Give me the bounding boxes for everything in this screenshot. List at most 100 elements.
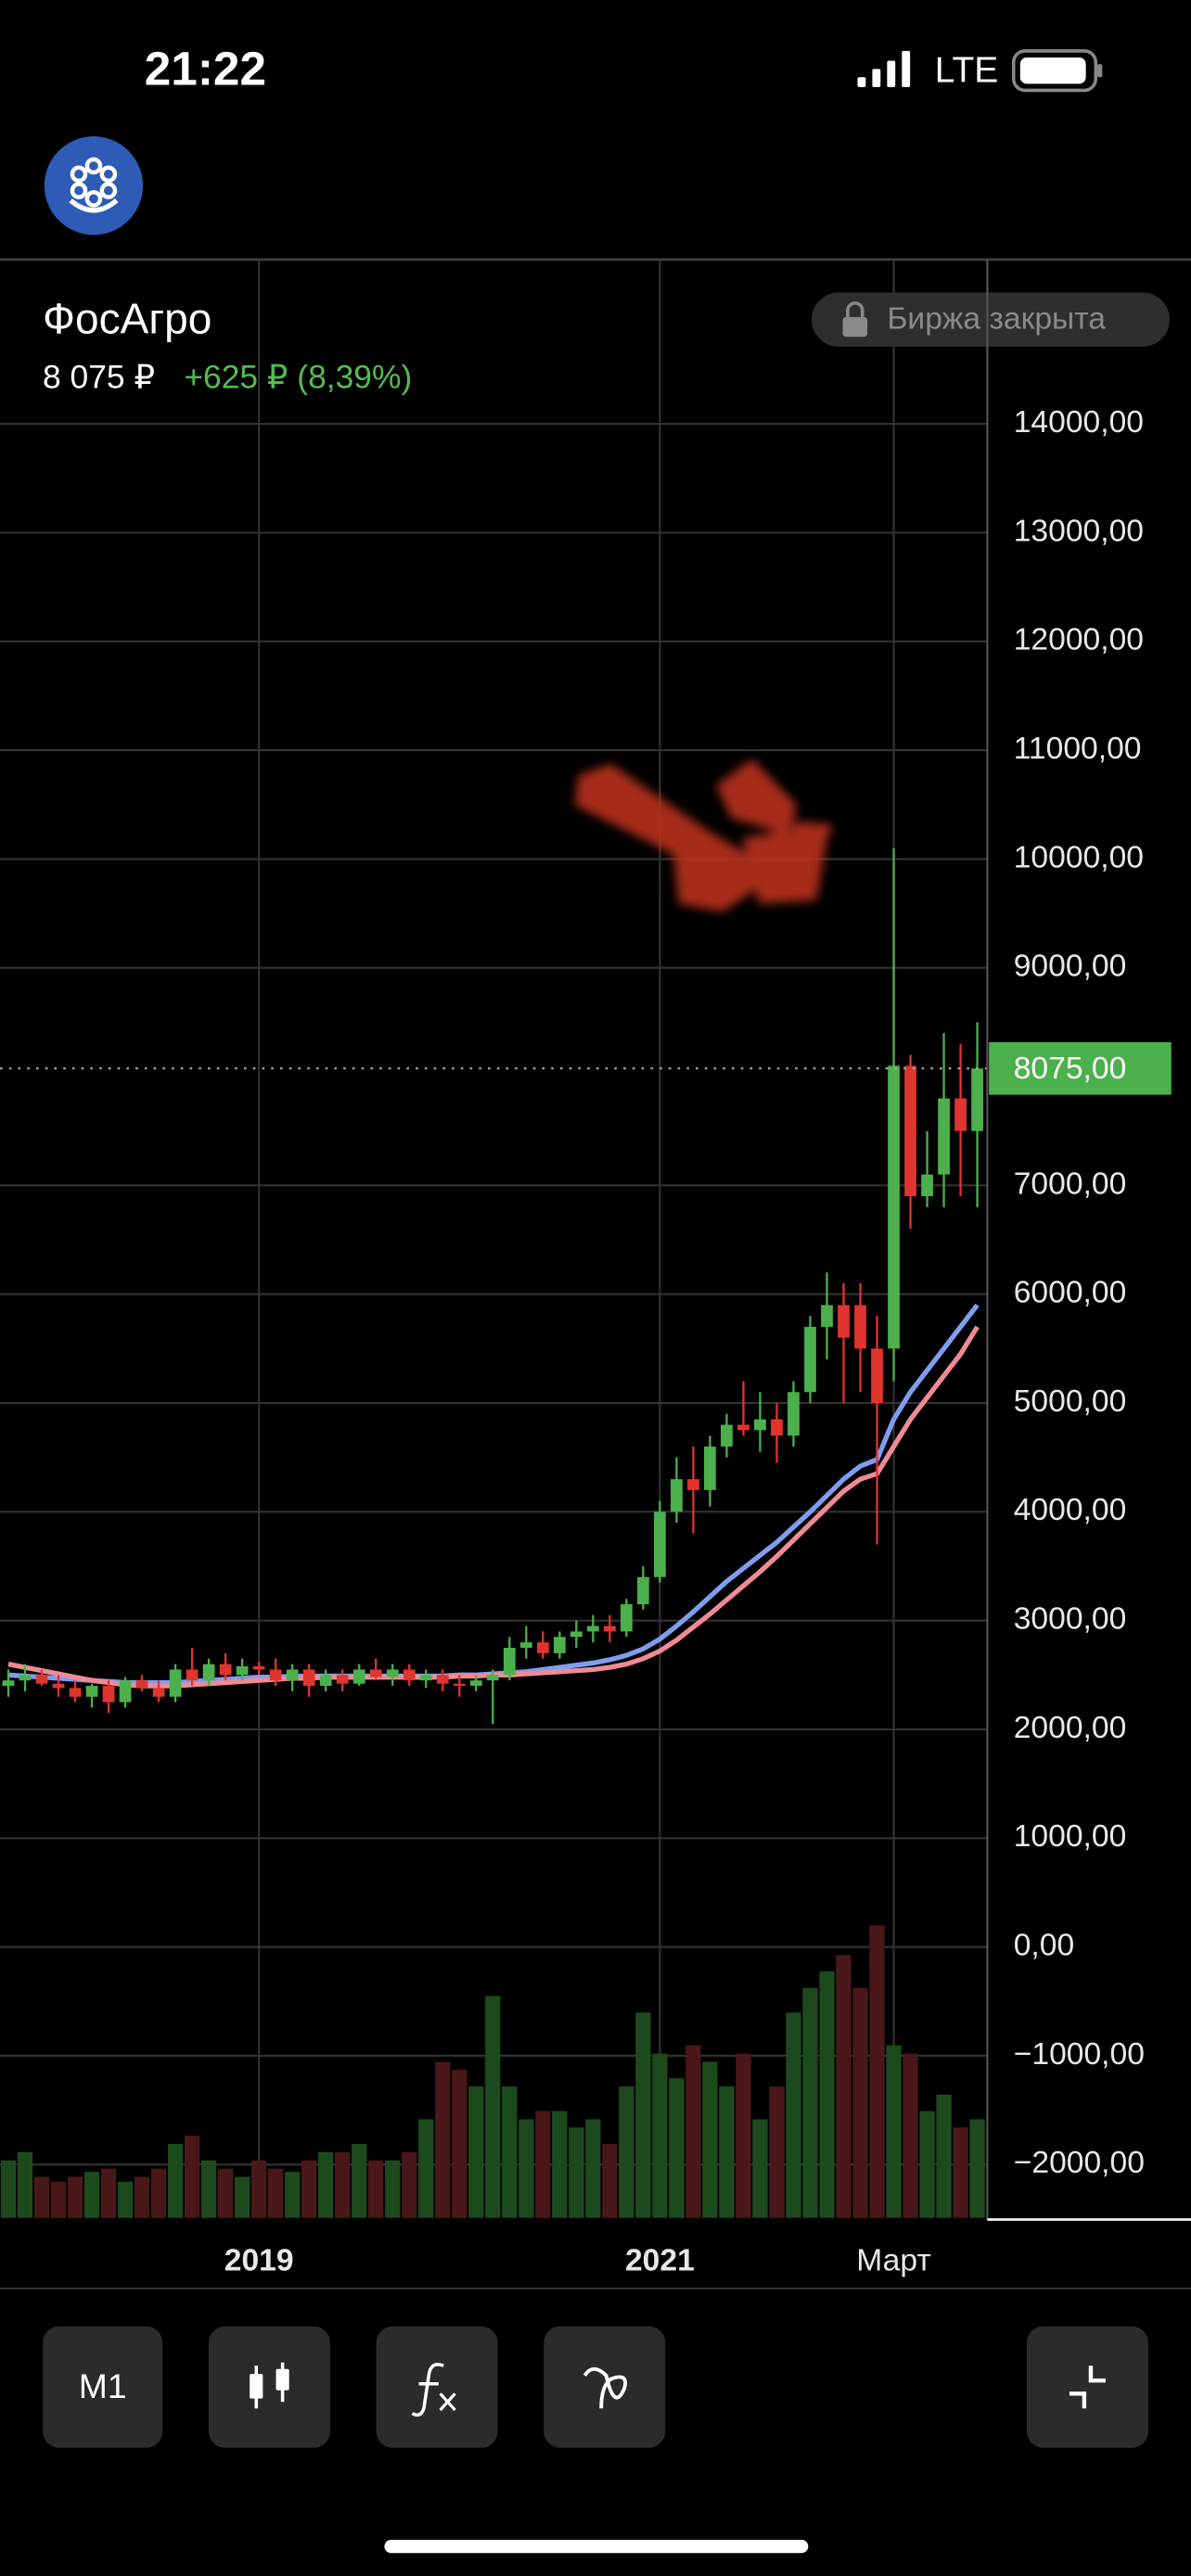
volume-bar: [769, 2086, 785, 2218]
volume-bar: [852, 1987, 868, 2218]
scribble: [574, 759, 833, 912]
candle-body: [19, 1675, 32, 1681]
y-tick-label: 4000,00: [1014, 1493, 1127, 1527]
y-tick-label: −2000,00: [1014, 2146, 1145, 2180]
candle-body: [202, 1664, 215, 1681]
candle-body: [369, 1669, 382, 1677]
toolbar: M1: [43, 2326, 1148, 2448]
candle-body: [938, 1098, 950, 1175]
candle-body: [904, 1065, 916, 1197]
candle-body: [152, 1688, 165, 1697]
volume-bar: [903, 2053, 918, 2218]
stock-title: ФосАгро: [43, 294, 211, 342]
market-status-badge: Биржа закрыта: [811, 292, 1170, 347]
y-tick-label: 13000,00: [1014, 514, 1144, 548]
volume-bar: [936, 2094, 952, 2218]
candle-body: [453, 1683, 466, 1687]
candle-body: [687, 1479, 699, 1490]
x-tick-label: 2019: [224, 2243, 294, 2277]
candle-body: [419, 1675, 432, 1681]
volume-bar: [435, 2061, 451, 2218]
volume-bar: [83, 2172, 100, 2218]
volume-bar: [485, 1996, 501, 2218]
candle-body: [854, 1305, 866, 1349]
volume-bar: [385, 2160, 401, 2218]
home-indicator: [384, 2540, 809, 2554]
candle-body: [586, 1626, 599, 1632]
volume-bar: [702, 2061, 718, 2218]
volume-bar: [836, 1955, 852, 2218]
candle-body: [85, 1686, 98, 1697]
candle-body: [671, 1479, 683, 1512]
candle-body: [771, 1419, 783, 1436]
volume-bar: [752, 2119, 768, 2218]
candle-body: [971, 1068, 983, 1131]
volume-bar: [468, 2086, 484, 2218]
last-price-label: 8075,00: [1014, 1052, 1127, 1086]
candle-body: [838, 1305, 850, 1338]
candle-body: [386, 1669, 399, 1677]
volume-bar: [117, 2181, 134, 2218]
status-time: 21:22: [145, 43, 266, 96]
volume-bar: [602, 2144, 618, 2218]
volume-bar: [335, 2151, 351, 2218]
drawing-button[interactable]: [544, 2326, 666, 2448]
y-tick-label: 1000,00: [1014, 1819, 1127, 1854]
network-label: LTE: [935, 50, 999, 90]
candle-body: [403, 1669, 416, 1681]
stock-change: +625 ₽ (8,39%): [184, 359, 412, 396]
volume-bar: [0, 2160, 17, 2218]
volume-bar: [50, 2181, 67, 2218]
volume-bar: [301, 2160, 317, 2218]
volume-bar: [736, 2053, 751, 2218]
volume-bar: [268, 2168, 284, 2218]
volume-bar: [452, 2070, 467, 2218]
volume-bar: [869, 1925, 885, 2218]
indicators-button[interactable]: [376, 2326, 498, 2448]
volume-bar: [134, 2176, 150, 2218]
interval-button[interactable]: M1: [43, 2326, 163, 2448]
candle-body: [52, 1683, 65, 1689]
stock-price: 8 075 ₽: [43, 359, 155, 396]
volume-bar: [17, 2151, 33, 2218]
candle-body: [536, 1642, 549, 1653]
last-price-tag: [989, 1041, 1172, 1095]
candle-body: [754, 1419, 766, 1431]
candle-body: [704, 1446, 716, 1490]
candle-body: [119, 1680, 132, 1702]
candle-body: [503, 1647, 516, 1676]
candle-body: [654, 1511, 666, 1577]
candle-body: [553, 1637, 566, 1653]
company-logo[interactable]: [44, 136, 144, 236]
candle-body: [519, 1642, 532, 1648]
volume-bar: [619, 2086, 634, 2218]
y-tick-label: 12000,00: [1014, 623, 1144, 657]
y-tick-label: 11000,00: [1014, 732, 1142, 766]
y-tick-label: 9000,00: [1014, 950, 1127, 984]
volume-bar: [585, 2119, 601, 2218]
y-tick-label: 6000,00: [1014, 1276, 1127, 1310]
y-tick-label: 3000,00: [1014, 1602, 1127, 1637]
market-status: Биржа закрыта: [887, 301, 1106, 336]
y-tick-label: 2000,00: [1014, 1711, 1127, 1745]
volume-bar: [535, 2111, 551, 2218]
volume-bar: [685, 2045, 701, 2218]
y-tick-label: 5000,00: [1014, 1384, 1127, 1419]
volume-bar: [502, 2086, 518, 2218]
candle-body: [186, 1669, 198, 1681]
x-tick-label: 2021: [625, 2243, 695, 2277]
y-tick-label: −1000,00: [1014, 2037, 1145, 2072]
chart-type-button[interactable]: [208, 2326, 330, 2448]
collapse-button[interactable]: [1026, 2326, 1148, 2448]
candle-body: [319, 1675, 332, 1687]
volume-bar: [669, 2078, 685, 2218]
candle-body: [486, 1675, 499, 1681]
candle-body: [871, 1348, 883, 1404]
volume-bar: [33, 2176, 50, 2218]
volume-bar: [200, 2160, 217, 2218]
volume-bar: [167, 2144, 184, 2218]
volume-bar: [251, 2160, 267, 2218]
candles: [0, 848, 988, 1725]
candle-body: [169, 1669, 182, 1697]
